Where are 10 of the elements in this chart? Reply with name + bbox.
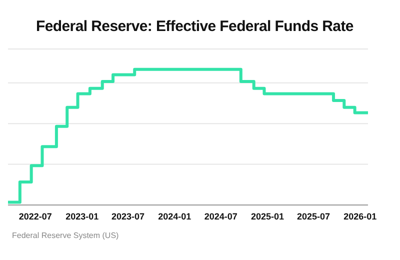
x-tick-label: 2023-01 xyxy=(66,211,99,222)
x-tick-label: 2026-01 xyxy=(344,211,377,222)
x-tick-label: 2024-01 xyxy=(158,211,192,222)
x-tick-label: 2024-07 xyxy=(204,211,238,222)
text: Federal Reserve System (US) xyxy=(11,231,120,240)
chart-title: Federal Reserve: Effective Federal Funds Rate xyxy=(35,17,354,37)
x-tick-label: 2023-07 xyxy=(111,211,145,222)
x-tick-label: 2022-07 xyxy=(18,211,52,222)
x-tick-label: 2025-07 xyxy=(296,211,330,222)
x-tick-label: 2025-01 xyxy=(251,211,284,222)
